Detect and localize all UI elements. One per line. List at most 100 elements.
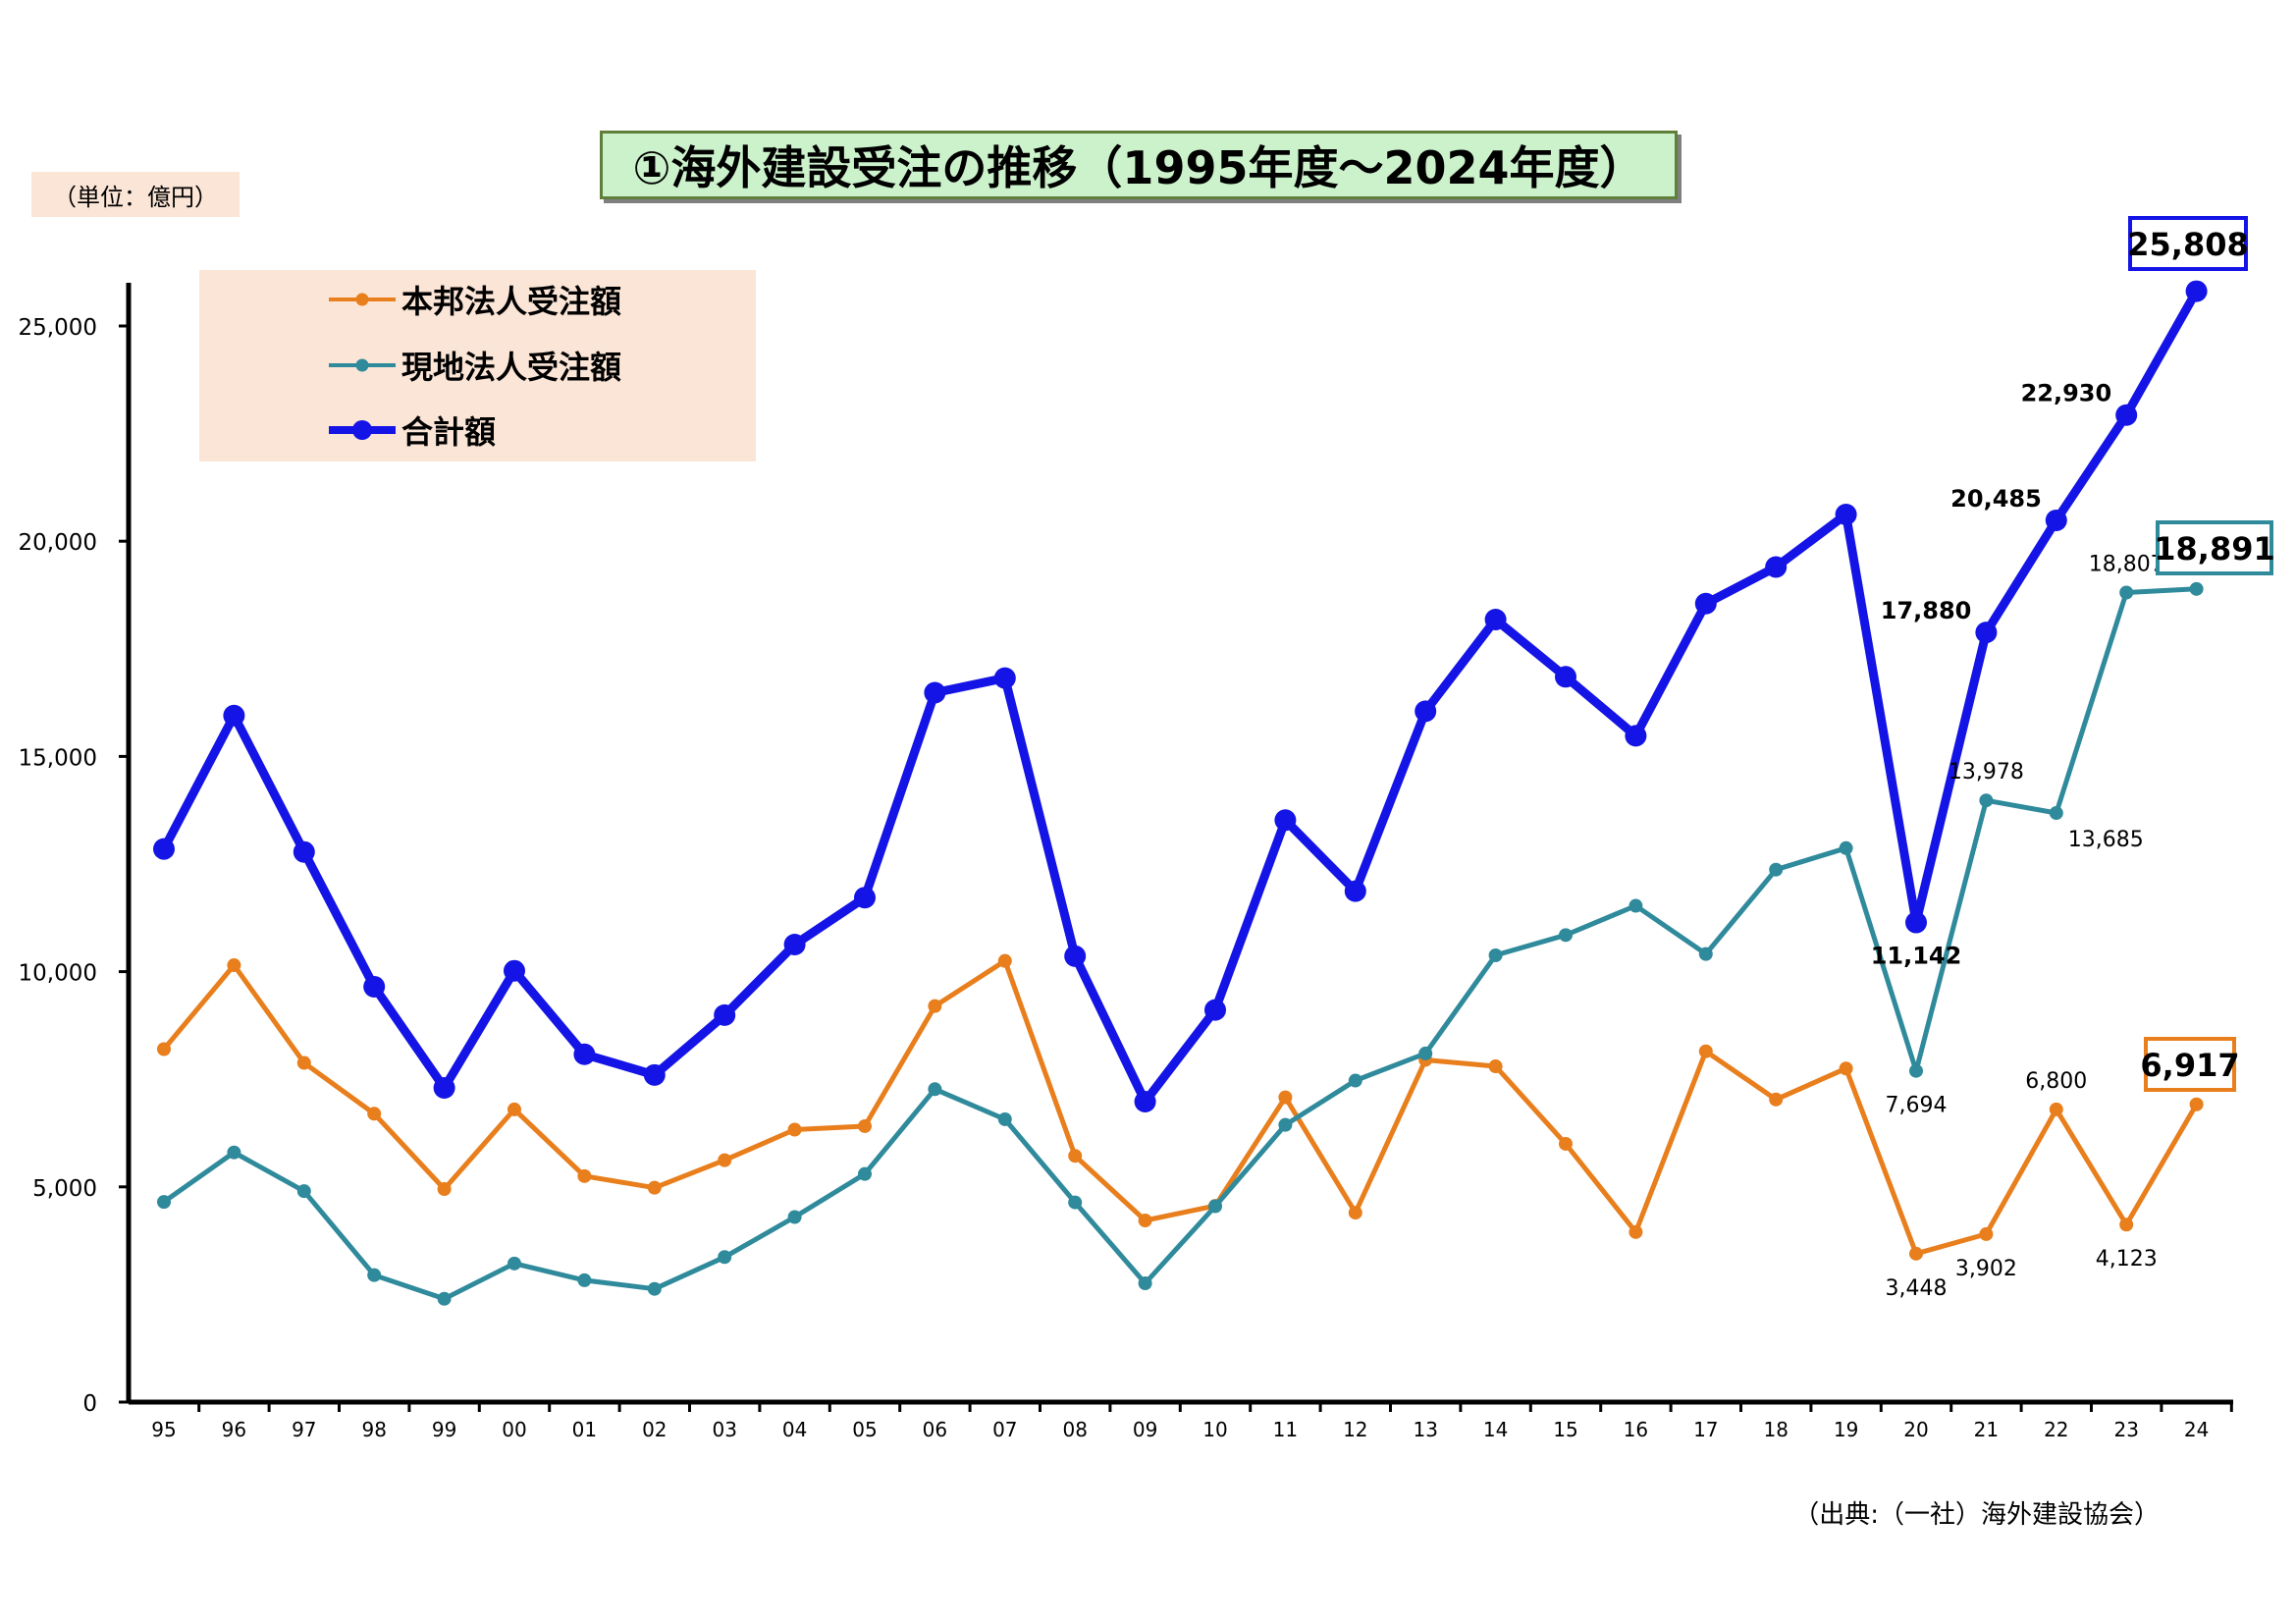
data-point-total: [1555, 666, 1576, 688]
data-point-local: [1909, 1063, 1923, 1078]
data-label-domestic: 6,917: [2140, 1047, 2239, 1084]
data-label-total: 11,142: [1871, 943, 1962, 970]
data-point-local: [437, 1291, 452, 1306]
data-point-domestic: [1909, 1246, 1923, 1261]
data-label-box-local: [2156, 520, 2273, 575]
data-point-total: [2115, 404, 2138, 426]
data-point-total: [2045, 509, 2067, 531]
data-point-total: [924, 681, 946, 704]
x-tick-label: 02: [642, 1418, 667, 1441]
x-tick-label: 05: [852, 1418, 877, 1441]
x-tick-label: 01: [572, 1418, 597, 1441]
x-tick-label: 07: [992, 1418, 1017, 1441]
y-tick-label: 15,000: [19, 745, 97, 771]
data-point-local: [367, 1268, 382, 1282]
x-tick-label: 21: [1974, 1418, 1999, 1441]
data-point-domestic: [1839, 1061, 1853, 1076]
data-label-domestic: 3,448: [1886, 1276, 1948, 1301]
data-point-local: [1769, 862, 1784, 877]
data-point-total: [504, 959, 525, 982]
data-point-domestic: [1698, 1044, 1713, 1058]
data-point-local: [1839, 840, 1853, 855]
data-label-local: 18,891: [2154, 530, 2274, 568]
data-point-total: [1064, 945, 1087, 967]
unit-label: （単位：億円）: [31, 172, 240, 217]
data-point-domestic: [1068, 1149, 1083, 1164]
data-point-local: [507, 1256, 521, 1271]
x-tick-label: 23: [2113, 1418, 2138, 1441]
data-point-domestic: [1278, 1090, 1293, 1105]
data-label-local: 18,807: [2089, 553, 2164, 577]
data-point-total: [993, 667, 1016, 689]
data-point-total: [1975, 622, 1998, 644]
data-point-local: [296, 1184, 311, 1199]
data-point-domestic: [1348, 1206, 1362, 1220]
data-point-total: [1835, 504, 1857, 526]
series-line-local: [162, 586, 2197, 1302]
data-label-local: 7,694: [1886, 1094, 1948, 1118]
data-label-total: 20,485: [1950, 485, 2042, 513]
x-tick-label: 09: [1133, 1418, 1157, 1441]
data-point-local: [647, 1281, 662, 1296]
data-point-local: [928, 1082, 942, 1097]
x-tick-label: 00: [502, 1418, 526, 1441]
data-labels: 3,448 3,902 6,800 4,123 6,917 7,694 13,978 13,6…: [1871, 216, 2275, 1301]
y-tick-label: 25,000: [19, 315, 97, 341]
x-tick-label: 12: [1343, 1418, 1367, 1441]
y-tick-label: 0: [82, 1391, 97, 1417]
data-point-total: [363, 975, 386, 998]
legend-item-domestic: 本邦法人受注額: [199, 280, 621, 320]
x-tick-label: 10: [1202, 1418, 1227, 1441]
x-tick-label: 08: [1062, 1418, 1087, 1441]
data-point-domestic: [858, 1118, 872, 1133]
data-point-domestic: [1629, 1224, 1643, 1239]
data-point-local: [2119, 585, 2134, 600]
chart-title: ①海外建設受注の推移（1995年度～2024年度）: [600, 131, 1678, 199]
data-point-local: [718, 1250, 732, 1265]
data-point-local: [1138, 1276, 1152, 1291]
data-point-domestic: [227, 958, 241, 973]
data-label-total: 25,808: [2127, 226, 2248, 263]
series-line-domestic: [162, 958, 2199, 1257]
legend-label-total: 合計額: [401, 413, 497, 451]
data-point-domestic: [997, 953, 1012, 968]
data-point-domestic: [296, 1056, 311, 1070]
data-point-local: [858, 1166, 872, 1181]
data-point-total: [643, 1063, 666, 1086]
data-point-local: [1559, 928, 1573, 943]
x-tick-label: 17: [1693, 1418, 1718, 1441]
legend-item-total: 合計額: [199, 410, 497, 451]
x-tick-label: 11: [1273, 1418, 1298, 1441]
x-tick-label: 16: [1624, 1418, 1648, 1441]
data-point-total: [1204, 999, 1226, 1021]
legend: 本邦法人受注額 現地法人受注額 合計額: [199, 270, 756, 461]
data-point-domestic: [787, 1122, 802, 1137]
data-point-domestic: [437, 1181, 452, 1196]
data-label-total: 17,880: [1881, 597, 1972, 624]
data-point-total: [1625, 725, 1647, 747]
data-point-local: [1418, 1046, 1433, 1060]
data-label-local: 13,685: [2068, 828, 2144, 852]
data-point-domestic: [1559, 1136, 1573, 1151]
data-point-total: [293, 840, 315, 863]
data-point-total: [223, 704, 245, 727]
data-point-local: [997, 1111, 1012, 1126]
x-tick-label: 15: [1553, 1418, 1577, 1441]
x-tick-label: 04: [782, 1418, 807, 1441]
source-note: （出典:（一社）海外建設協会）: [1793, 1500, 2160, 1530]
data-point-local: [1629, 898, 1643, 913]
series-line-total: [160, 289, 2201, 1107]
data-point-local: [1208, 1199, 1222, 1214]
data-label-box-total: [2128, 216, 2248, 271]
x-tick-label: 18: [1763, 1418, 1788, 1441]
data-label-domestic: 6,800: [2025, 1069, 2087, 1094]
x-tick-label: 99: [432, 1418, 456, 1441]
data-point-total: [153, 838, 175, 860]
data-point-local: [1278, 1117, 1293, 1132]
legend-item-local: 現地法人受注額: [199, 346, 621, 386]
data-point-domestic: [1488, 1059, 1503, 1074]
data-point-local: [227, 1145, 241, 1160]
data-point-domestic: [2049, 1102, 2063, 1116]
y-tick-label: 5,000: [32, 1176, 97, 1202]
